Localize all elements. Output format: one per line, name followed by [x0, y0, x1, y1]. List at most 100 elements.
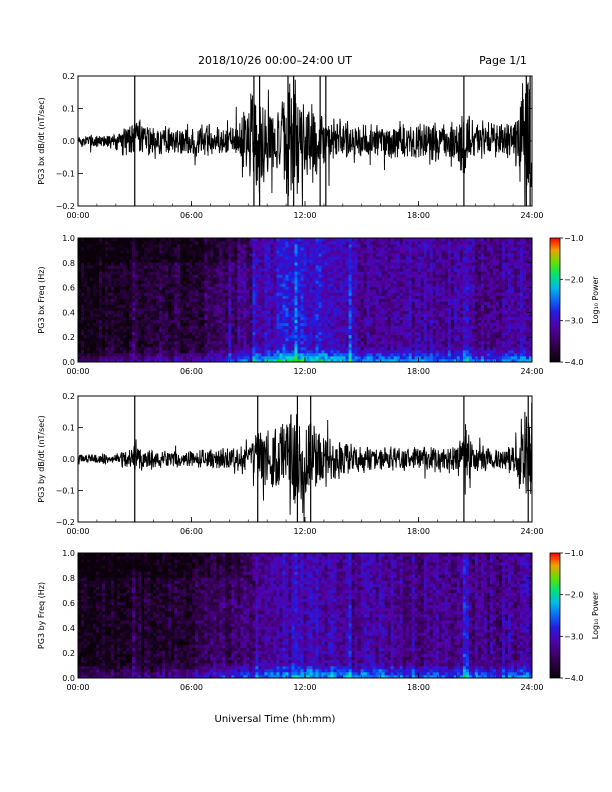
- heatmap-cell: [96, 337, 100, 342]
- heatmap-cell: [162, 310, 166, 315]
- heatmap-cell: [330, 250, 334, 254]
- heatmap-cell: [177, 244, 181, 248]
- heatmap-cell: [117, 322, 121, 327]
- heatmap-cell: [309, 355, 313, 360]
- heatmap-cell: [165, 253, 169, 257]
- heatmap-cell: [165, 358, 169, 363]
- heatmap-cell: [216, 265, 220, 269]
- heatmap-cell: [126, 343, 130, 348]
- heatmap-cell: [315, 319, 319, 324]
- heatmap-cell: [252, 268, 256, 272]
- heatmap-cell: [117, 325, 121, 330]
- heatmap-cell: [387, 244, 392, 248]
- heatmap-cell: [276, 271, 280, 275]
- heatmap-cell: [168, 319, 172, 324]
- heatmap-cell: [279, 268, 283, 272]
- heatmap-cell: [276, 268, 280, 272]
- heatmap-cell: [219, 331, 223, 336]
- heatmap-cell: [282, 301, 286, 305]
- heatmap-cell: [279, 292, 283, 296]
- heatmap-cell: [387, 256, 392, 260]
- heatmap-cell: [420, 322, 425, 327]
- heatmap-cell: [231, 241, 235, 245]
- heatmap-cell: [108, 328, 112, 333]
- heatmap-cell: [369, 343, 374, 348]
- heatmap-cell: [354, 325, 359, 330]
- heatmap-cell: [114, 349, 118, 354]
- heatmap-cell: [126, 334, 130, 339]
- heatmap-cell: [339, 265, 343, 269]
- heatmap-cell: [312, 283, 316, 287]
- heatmap-cell: [102, 343, 106, 348]
- heatmap-cell: [282, 253, 286, 257]
- heatmap-cell: [387, 250, 392, 254]
- heatmap-cell: [264, 328, 268, 333]
- heatmap-cell: [144, 313, 148, 318]
- heatmap-cell: [351, 250, 356, 254]
- heatmap-cell: [141, 331, 145, 336]
- heatmap-cell: [156, 298, 160, 302]
- heatmap-cell: [372, 259, 377, 263]
- heatmap-cell: [234, 334, 238, 339]
- heatmap-cell: [81, 355, 85, 360]
- heatmap-cell: [168, 301, 172, 305]
- heatmap-cell: [96, 265, 100, 269]
- heatmap-cell: [213, 304, 217, 308]
- heatmap-cell: [339, 268, 343, 272]
- heatmap-cell: [429, 286, 434, 290]
- heatmap-cell: [390, 301, 395, 305]
- heatmap-cell: [210, 238, 214, 242]
- heatmap-cell: [261, 313, 265, 318]
- heatmap-cell: [261, 265, 265, 269]
- heatmap-cell: [363, 307, 368, 311]
- heatmap-cell: [309, 310, 313, 315]
- heatmap-cell: [300, 322, 304, 327]
- heatmap-cell: [87, 259, 91, 263]
- heatmap-cell: [381, 241, 386, 245]
- heatmap-cell: [96, 313, 100, 318]
- heatmap-cell: [153, 298, 157, 302]
- heatmap-cell: [267, 313, 271, 318]
- heatmap-cell: [99, 304, 103, 308]
- heatmap-cell: [90, 277, 94, 281]
- heatmap-cell: [432, 238, 437, 242]
- heatmap-cell: [186, 286, 190, 290]
- heatmap-cell: [423, 301, 428, 305]
- heatmap-cell: [417, 334, 422, 339]
- heatmap-cell: [285, 343, 289, 348]
- heatmap-cell: [81, 280, 85, 284]
- heatmap-cell: [306, 334, 310, 339]
- heatmap-cell: [429, 358, 434, 363]
- heatmap-cell: [435, 298, 440, 302]
- heatmap-cell: [273, 343, 277, 348]
- heatmap-cell: [126, 244, 130, 248]
- heatmap-cell: [207, 268, 211, 272]
- heatmap-cell: [138, 301, 142, 305]
- heatmap-cell: [294, 325, 298, 330]
- heatmap-cell: [210, 262, 214, 266]
- heatmap-cell: [414, 349, 419, 354]
- heatmap-cell: [432, 256, 437, 260]
- heatmap-cell: [264, 238, 268, 242]
- heatmap-cell: [390, 265, 395, 269]
- heatmap-cell: [126, 268, 130, 272]
- heatmap-cell: [129, 352, 133, 357]
- heatmap-cell: [336, 349, 340, 354]
- heatmap-cell: [429, 292, 434, 296]
- heatmap-cell: [414, 265, 419, 269]
- heatmap-cell: [252, 256, 256, 260]
- heatmap-cell: [225, 343, 229, 348]
- heatmap-cell: [198, 268, 202, 272]
- heatmap-cell: [297, 274, 301, 278]
- heatmap-cell: [84, 238, 88, 242]
- heatmap-cell: [303, 301, 307, 305]
- heatmap-cell: [327, 319, 331, 324]
- heatmap-cell: [162, 283, 166, 287]
- heatmap-cell: [195, 304, 199, 308]
- heatmap-cell: [78, 301, 82, 305]
- heatmap-cell: [426, 307, 431, 311]
- heatmap-cell: [324, 346, 328, 351]
- heatmap-cell: [279, 346, 283, 351]
- heatmap-cell: [414, 247, 419, 251]
- heatmap-cell: [273, 268, 277, 272]
